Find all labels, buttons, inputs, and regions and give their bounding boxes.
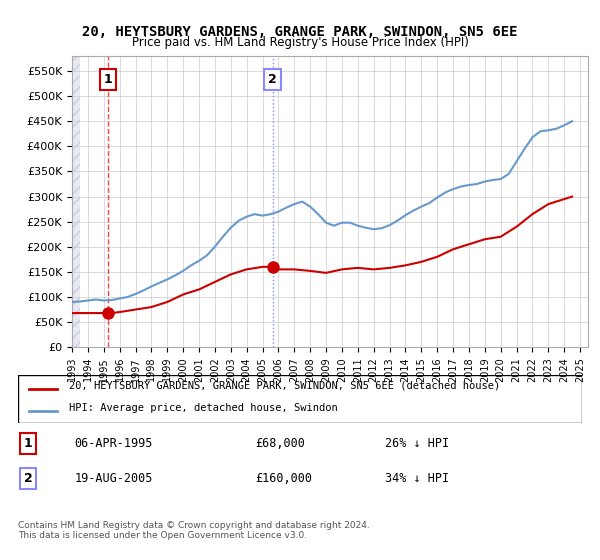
Text: 06-APR-1995: 06-APR-1995 [74, 437, 153, 450]
Text: 20, HEYTSBURY GARDENS, GRANGE PARK, SWINDON, SN5 6EE (detached house): 20, HEYTSBURY GARDENS, GRANGE PARK, SWIN… [69, 380, 500, 390]
Text: 20, HEYTSBURY GARDENS, GRANGE PARK, SWINDON, SN5 6EE: 20, HEYTSBURY GARDENS, GRANGE PARK, SWIN… [82, 25, 518, 39]
Text: HPI: Average price, detached house, Swindon: HPI: Average price, detached house, Swin… [69, 403, 338, 413]
Text: Contains HM Land Registry data © Crown copyright and database right 2024.
This d: Contains HM Land Registry data © Crown c… [18, 521, 370, 540]
Text: £68,000: £68,000 [255, 437, 305, 450]
Text: 1: 1 [23, 437, 32, 450]
Text: 2: 2 [268, 73, 277, 86]
Text: £160,000: £160,000 [255, 472, 312, 485]
Text: 34% ↓ HPI: 34% ↓ HPI [385, 472, 449, 485]
Text: 1: 1 [104, 73, 112, 86]
Text: 26% ↓ HPI: 26% ↓ HPI [385, 437, 449, 450]
Text: 2: 2 [23, 472, 32, 485]
Text: Price paid vs. HM Land Registry's House Price Index (HPI): Price paid vs. HM Land Registry's House … [131, 36, 469, 49]
Text: 19-AUG-2005: 19-AUG-2005 [74, 472, 153, 485]
